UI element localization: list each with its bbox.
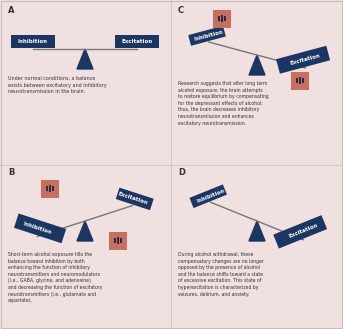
Bar xyxy=(52,186,54,191)
Polygon shape xyxy=(249,221,265,241)
Bar xyxy=(114,238,116,243)
FancyBboxPatch shape xyxy=(276,46,330,74)
Bar xyxy=(302,78,304,83)
Text: Excitation: Excitation xyxy=(288,223,319,240)
Text: Excitation: Excitation xyxy=(117,191,148,206)
FancyBboxPatch shape xyxy=(109,232,127,250)
Text: A: A xyxy=(8,6,14,15)
Text: During alcohol withdrawal, these
compensatory changes are no longer
opposed by t: During alcohol withdrawal, these compens… xyxy=(178,252,264,297)
Bar xyxy=(117,237,119,244)
FancyBboxPatch shape xyxy=(41,180,59,198)
FancyBboxPatch shape xyxy=(189,184,227,208)
FancyBboxPatch shape xyxy=(11,35,55,48)
Text: Under normal conditions, a balance
exists between excitatory and inhibitory
neur: Under normal conditions, a balance exist… xyxy=(8,76,107,94)
Bar xyxy=(49,185,51,192)
Bar xyxy=(224,16,226,21)
Bar xyxy=(218,16,220,21)
Polygon shape xyxy=(77,49,93,69)
FancyBboxPatch shape xyxy=(213,10,231,28)
Text: Inhibition: Inhibition xyxy=(22,221,52,235)
Polygon shape xyxy=(77,221,93,241)
Text: Inhibition: Inhibition xyxy=(18,39,48,44)
FancyBboxPatch shape xyxy=(188,26,226,46)
FancyBboxPatch shape xyxy=(14,214,66,243)
Bar xyxy=(221,15,223,22)
FancyBboxPatch shape xyxy=(273,215,327,248)
FancyBboxPatch shape xyxy=(291,72,309,90)
Text: D: D xyxy=(178,168,185,177)
Text: Excitation: Excitation xyxy=(121,39,153,44)
Bar xyxy=(299,77,301,84)
FancyBboxPatch shape xyxy=(115,35,159,48)
Text: Research suggests that after long term
alcohol exposure, the brain attempts
to r: Research suggests that after long term a… xyxy=(178,81,269,126)
Bar xyxy=(296,78,298,83)
Text: B: B xyxy=(8,168,14,177)
Bar xyxy=(46,186,48,191)
FancyBboxPatch shape xyxy=(116,188,154,210)
Text: Excitation: Excitation xyxy=(289,53,321,66)
Bar xyxy=(120,238,122,243)
Text: Short-term alcohol exposure tilts the
balance toward inhibition by both
enhancin: Short-term alcohol exposure tilts the ba… xyxy=(8,252,103,303)
Text: C: C xyxy=(178,6,184,15)
Text: Inhibition: Inhibition xyxy=(196,188,225,204)
Text: Inhibition: Inhibition xyxy=(193,29,224,42)
Polygon shape xyxy=(249,55,265,75)
